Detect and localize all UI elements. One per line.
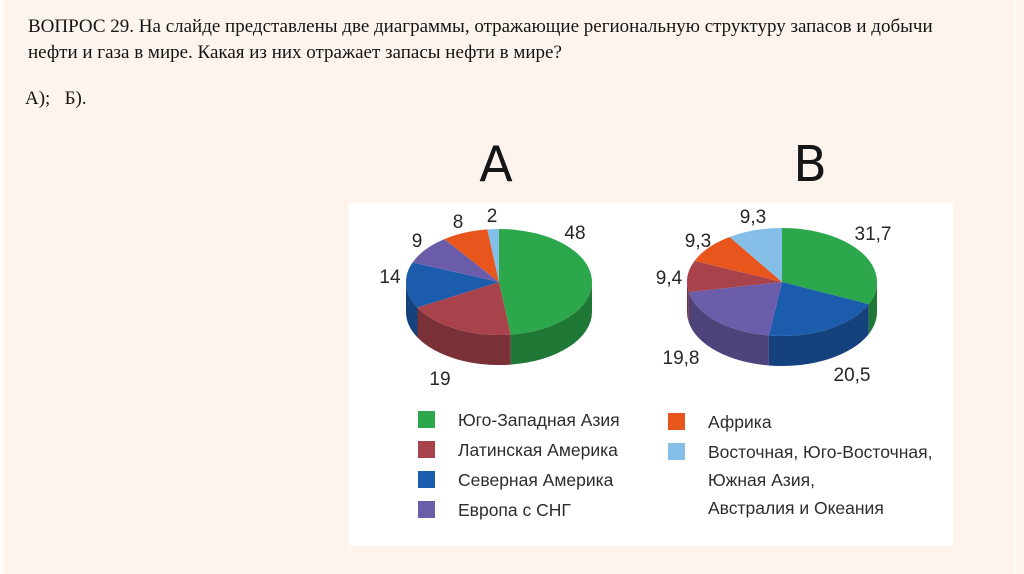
pie-slice-top: [729, 228, 782, 282]
question-text: ВОПРОС 29. На слайде представлены две ди…: [28, 14, 988, 66]
pie-value-label: 8: [453, 212, 464, 233]
pie-slice-top: [687, 260, 782, 293]
legend-label: Восточная, Юго-Восточная, Южная Азия, Авст…: [708, 442, 933, 518]
legend-swatch: [668, 413, 685, 430]
pie-slice-top: [406, 262, 499, 308]
pie-slice-top: [768, 282, 869, 336]
pie-value-label: 9,3: [685, 231, 711, 252]
pie-value-label: 19: [429, 369, 450, 390]
pie-value-label: 48: [564, 223, 585, 244]
legend-right: Африка Восточная, Юго-Восточная, Южная Ази…: [668, 412, 932, 522]
pie-slice-top: [688, 282, 782, 336]
pie-value-label: 2: [487, 206, 498, 227]
pie-value-label: 9: [412, 231, 423, 252]
chart-b-title: В: [793, 136, 827, 193]
legend-label: Юго-Западная Азия: [458, 410, 620, 430]
pie-value-label: 20,5: [834, 365, 871, 386]
pie-slice-top: [417, 282, 511, 335]
legend-row: Восточная, Юго-Восточная, Южная Азия, Авст…: [668, 442, 932, 522]
pie-slice-side: [868, 282, 877, 335]
legend-swatch: [418, 471, 435, 488]
pie-value-label: 9,3: [740, 207, 766, 228]
question-line-2: нефти и газа в мире. Какая из них отража…: [28, 42, 562, 63]
pie-slice-side: [406, 282, 418, 338]
legend-row: Юго-Западная Азия: [418, 410, 620, 440]
pie-slice-top: [444, 229, 499, 282]
pie-slice-side: [687, 282, 689, 323]
legend-row: Африка: [668, 412, 932, 442]
pie-chart-a: 48 19 14 9 8 2: [379, 206, 592, 390]
legend-swatch: [418, 411, 435, 428]
legend-label: Латинская Америка: [458, 440, 618, 460]
legend-label: Европа с СНГ: [458, 500, 571, 520]
legend-left: Юго-Западная Азия Латинская Америка Северн…: [418, 410, 620, 530]
answer-options: А); Б).: [25, 88, 87, 109]
pie-slice-top: [499, 229, 592, 335]
pie-slice-top: [412, 239, 499, 282]
legend-row: Северная Америка: [418, 470, 620, 500]
pie-value-label: 14: [379, 267, 401, 288]
legend-label: Африка: [708, 412, 772, 432]
legend-swatch: [418, 441, 435, 458]
legend-row: Латинская Америка: [418, 440, 620, 470]
pie-value-label: 9,4: [656, 268, 683, 289]
pie-slice-side: [768, 304, 869, 366]
pie-slice-top: [694, 236, 782, 282]
question-line-1: ВОПРОС 29. На слайде представлены две ди…: [28, 16, 933, 37]
legend-swatch: [668, 443, 685, 460]
legend-swatch: [418, 501, 435, 518]
legend-row: Европа с СНГ: [418, 500, 620, 530]
pie-slice-top: [487, 229, 499, 282]
pie-value-label: 19,8: [663, 348, 700, 369]
slide-right-edge: [1013, 0, 1016, 574]
pie-value-label: 31,7: [855, 224, 892, 245]
chart-a-title: А: [479, 136, 513, 193]
pie-slice-side: [510, 282, 592, 365]
pie-slice-side: [688, 292, 769, 366]
pie-slice-top: [782, 228, 877, 305]
slide-left-edge: [0, 0, 4, 574]
pie-slice-side: [417, 307, 511, 365]
legend-label: Северная Америка: [458, 470, 614, 490]
pie-chart-b: 31,720,519,89,49,39,3: [656, 207, 892, 386]
